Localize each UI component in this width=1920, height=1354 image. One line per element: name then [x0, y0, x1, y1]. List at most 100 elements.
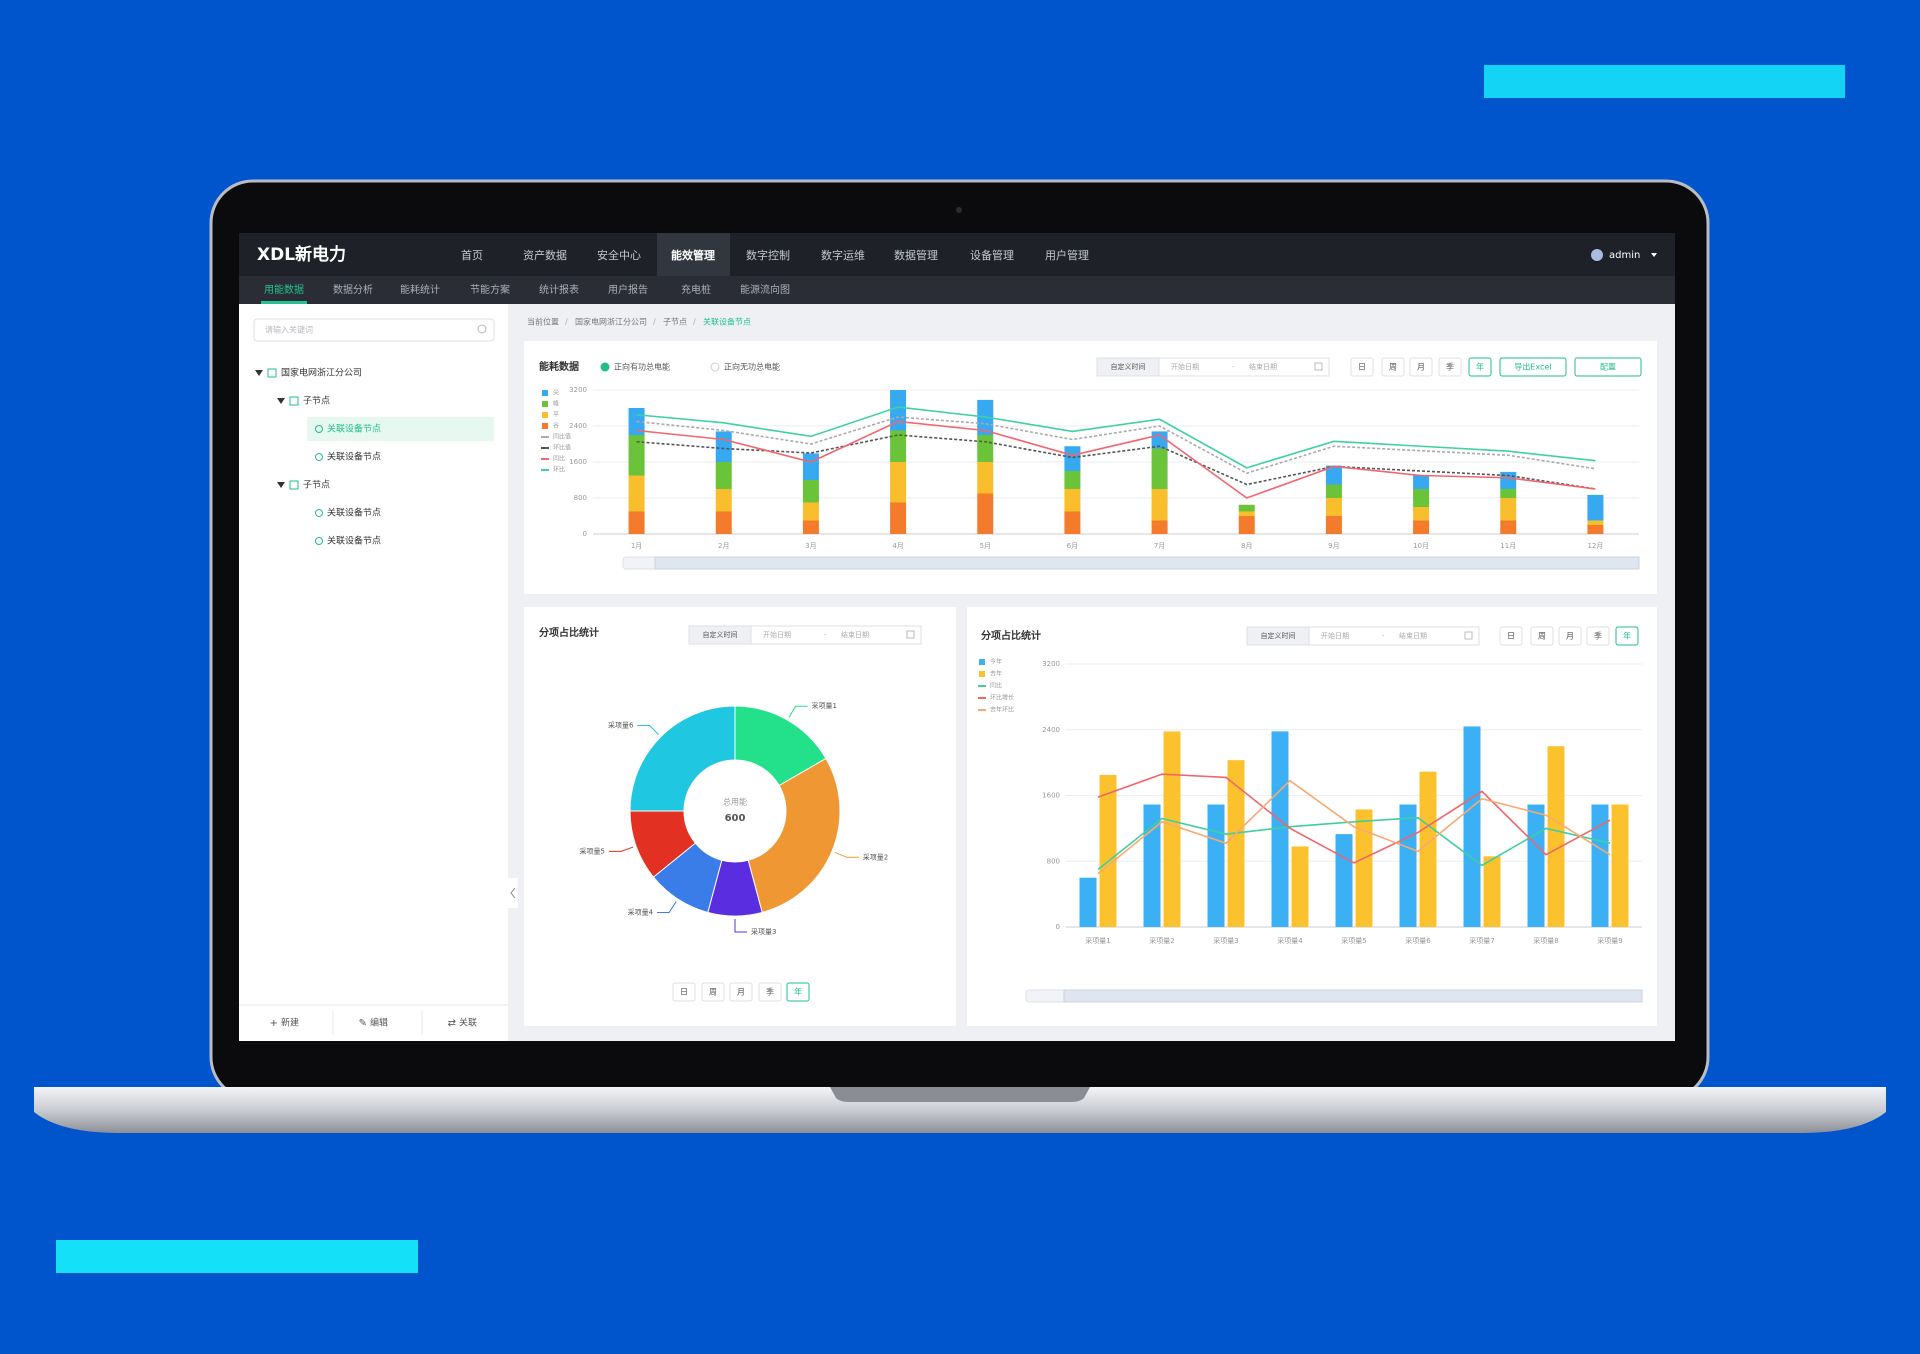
period-button[interactable]	[1615, 626, 1639, 646]
nav-item[interactable]: 安全中心	[597, 248, 641, 262]
tree-label[interactable]: 关联设备节点	[327, 535, 381, 547]
bar-segment	[1587, 520, 1604, 525]
tree-label[interactable]: 关联设备节点	[327, 507, 381, 519]
laptop-base	[34, 1087, 1886, 1133]
sidebar	[239, 304, 508, 1041]
nav-item[interactable]: 数字运维	[821, 248, 865, 262]
period-button[interactable]	[672, 982, 696, 1002]
period-button[interactable]	[1499, 626, 1523, 646]
slice-label: 采项量6	[608, 720, 634, 729]
search-box[interactable]	[253, 318, 495, 342]
period-label[interactable]: 周	[1538, 632, 1546, 641]
action-label[interactable]: 导出Excel	[1514, 362, 1551, 372]
user-icon	[1591, 249, 1603, 261]
breadcrumb-item: 当前位置	[527, 317, 559, 327]
calendar-icon	[1314, 362, 1323, 371]
camera	[956, 207, 962, 213]
tree-label[interactable]: 关联设备节点	[327, 423, 381, 435]
date-end: 结束日期	[1399, 631, 1427, 640]
period-label[interactable]: 日	[1358, 363, 1366, 372]
sub-nav-item[interactable]: 节能方案	[470, 283, 510, 296]
nav-item[interactable]: 资产数据	[523, 248, 567, 262]
period-button[interactable]	[1438, 357, 1462, 377]
action-button[interactable]	[1499, 357, 1567, 377]
period-button[interactable]	[1381, 357, 1405, 377]
nav-item[interactable]: 数据管理	[894, 248, 938, 262]
bar-segment	[977, 493, 994, 534]
radio[interactable]	[600, 362, 610, 372]
tree-label[interactable]: 关联设备节点	[327, 451, 381, 463]
period-label[interactable]: 年	[1476, 362, 1484, 372]
period-label[interactable]: 周	[1389, 363, 1397, 372]
scroll-slider[interactable]	[1063, 989, 1643, 1003]
period-label[interactable]: 年	[1623, 631, 1631, 641]
period-label[interactable]: 季	[766, 987, 774, 997]
x-tick-label: 采项量2	[1149, 936, 1174, 945]
search-icon	[477, 324, 487, 334]
bar	[1591, 804, 1609, 927]
x-tick-label: 采项量1	[1085, 936, 1110, 945]
sub-nav-item[interactable]: 充电桩	[681, 283, 711, 296]
nav-item[interactable]: 用户管理	[1045, 248, 1089, 262]
period-label[interactable]: 周	[709, 988, 717, 997]
sub-nav-item[interactable]: 用能数据	[264, 283, 304, 296]
nav-item[interactable]: 能效管理	[671, 248, 715, 262]
period-button[interactable]	[1409, 357, 1433, 377]
period-label[interactable]: 日	[1507, 632, 1515, 641]
y-tick-label: 800	[1047, 857, 1060, 865]
period-button[interactable]	[1350, 357, 1374, 377]
sub-nav-item[interactable]: 用户报告	[608, 283, 648, 296]
period-button[interactable]	[1558, 626, 1582, 646]
panel	[524, 607, 956, 1026]
period-button[interactable]	[701, 982, 725, 1002]
user-name[interactable]: admin	[1609, 250, 1640, 261]
nav-item[interactable]: 设备管理	[970, 248, 1014, 262]
sidebar-action[interactable]: 新建	[281, 1017, 299, 1029]
sub-nav-item[interactable]: 能源流向图	[740, 283, 790, 296]
bar-segment	[802, 453, 819, 480]
period-button[interactable]	[1468, 357, 1492, 377]
period-button[interactable]	[786, 982, 810, 1002]
tree-selected	[307, 417, 494, 441]
period-button[interactable]	[1530, 626, 1554, 646]
tree-label[interactable]: 子节点	[303, 396, 330, 407]
sub-nav-item[interactable]: 统计报表	[539, 283, 579, 296]
tree-label[interactable]: 子节点	[303, 480, 330, 491]
bar-segment	[1325, 465, 1342, 485]
sub-nav-item[interactable]: 数据分析	[333, 283, 373, 296]
sidebar-action[interactable]: 编辑	[370, 1017, 388, 1029]
date-end: 结束日期	[1249, 362, 1277, 371]
nav-item[interactable]: 数字控制	[746, 248, 790, 262]
period-label[interactable]: 月	[1566, 632, 1574, 641]
collapse-handle[interactable]	[508, 878, 518, 908]
tree-icon	[267, 368, 277, 378]
action-label[interactable]: 配置	[1600, 363, 1616, 372]
period-label[interactable]: 年	[794, 987, 802, 997]
period-label[interactable]: 月	[737, 988, 745, 997]
line	[636, 434, 1596, 490]
bar-segment	[1500, 489, 1517, 498]
period-button[interactable]	[758, 982, 782, 1002]
period-button[interactable]	[729, 982, 753, 1002]
x-tick-label: 采项量4	[1277, 936, 1303, 945]
sidebar-action[interactable]: 关联	[459, 1017, 477, 1029]
scroll-slider[interactable]	[654, 556, 1640, 570]
action-button[interactable]	[1574, 357, 1642, 377]
bar	[1271, 731, 1289, 927]
date-start: 开始日期	[1171, 362, 1199, 371]
date-input[interactable]	[750, 625, 922, 645]
period-label[interactable]: 季	[1594, 631, 1602, 641]
radio[interactable]	[710, 362, 720, 372]
sub-nav-item[interactable]: 能耗统计	[400, 283, 440, 296]
period-button[interactable]	[1586, 626, 1610, 646]
period-label[interactable]: 季	[1446, 362, 1454, 372]
nav-item[interactable]: 首页	[461, 248, 483, 262]
date-input[interactable]	[1308, 626, 1480, 646]
chart-title: 分项占比统计	[981, 629, 1041, 642]
period-label[interactable]: 月	[1417, 363, 1425, 372]
period-label[interactable]: 日	[680, 988, 688, 997]
bar	[1079, 877, 1097, 927]
date-input[interactable]	[1158, 357, 1330, 377]
tree-label[interactable]: 国家电网浙江分公司	[281, 367, 362, 379]
